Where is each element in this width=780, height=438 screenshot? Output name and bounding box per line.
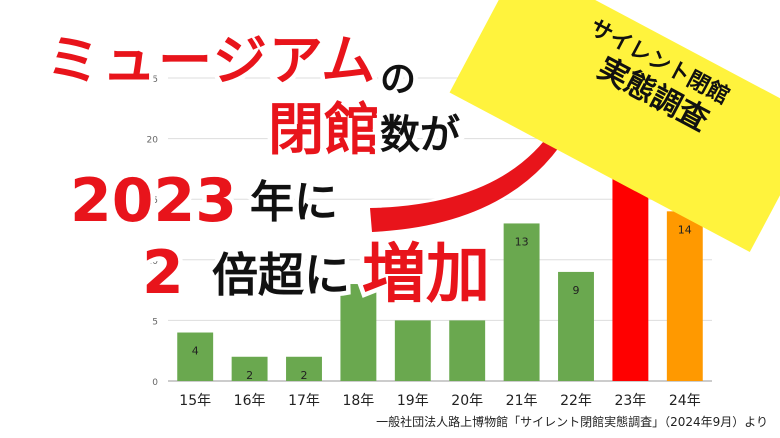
headline-multiplier: 2	[138, 238, 189, 308]
y-tick-label: 15	[147, 196, 158, 206]
headline-particle-no: の	[375, 57, 420, 102]
bar-18年	[340, 284, 377, 381]
x-tick-label: 16年	[234, 393, 266, 409]
x-tick-label: 24年	[669, 393, 701, 409]
bar-15年	[177, 332, 214, 381]
y-tick-label: 20	[147, 136, 159, 146]
data-label: 13	[515, 235, 529, 248]
x-axis-ticks: 15年 16年 17年 18年 19年 20年 21年 22年 23年 24年	[179, 393, 700, 409]
x-tick-label: 19年	[397, 393, 429, 409]
headline-year: 2023	[66, 166, 242, 236]
y-axis-ticks: 0 5 10 15 20 25	[147, 75, 159, 388]
source-note: 一般社団法人路上博物館「サイレント閉館実態調査」（2024年9月）より	[376, 415, 768, 429]
bar-24年	[666, 211, 703, 381]
bar-19年	[394, 320, 431, 381]
y-tick-label: 0	[152, 378, 158, 388]
y-tick-label: 5	[152, 317, 158, 327]
x-tick-label: 22年	[560, 393, 592, 409]
headline-year-suffix: 年に	[246, 176, 343, 229]
y-tick-label: 25	[147, 75, 158, 85]
data-label: 2	[246, 369, 253, 382]
x-tick-label: 17年	[288, 393, 320, 409]
bar-21年	[503, 223, 540, 381]
bar-20年	[449, 320, 486, 381]
bar-16年	[231, 356, 268, 381]
data-label: 14	[678, 223, 692, 236]
headline-count: 数が	[376, 111, 465, 160]
y-tick-label: 10	[147, 257, 159, 267]
bar-17年	[286, 356, 322, 381]
headline-closure: 閉館	[264, 98, 385, 163]
bars: 4221392214	[177, 114, 703, 382]
data-label: 2	[301, 369, 308, 382]
headline-more-than: 倍超に	[208, 248, 355, 303]
headline-museum: ミュージアム	[41, 29, 379, 92]
x-tick-label: 18年	[342, 393, 374, 409]
x-tick-label: 15年	[179, 393, 211, 409]
headline-increase: 増加	[358, 238, 495, 312]
x-tick-label: 20年	[451, 393, 483, 409]
x-tick-label: 21年	[506, 393, 538, 409]
data-label: 9	[573, 284, 580, 297]
bar-22年	[558, 271, 594, 381]
x-tick-label: 23年	[614, 393, 646, 409]
data-label: 4	[192, 345, 199, 358]
